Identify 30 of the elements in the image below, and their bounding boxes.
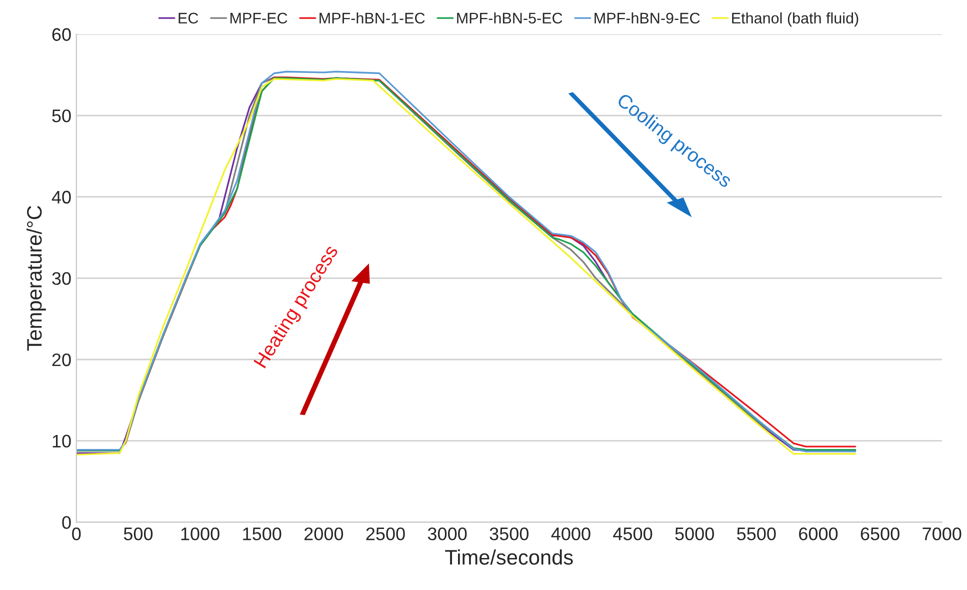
x-tick-label: 6500 (860, 527, 900, 540)
x-tick-label: 4000 (551, 527, 590, 540)
legend-label: MPF-hBN-9-EC (594, 12, 700, 24)
x-axis-title: Time/seconds (445, 549, 573, 565)
y-tick-label: 40 (52, 190, 71, 204)
y-tick-label: 50 (52, 109, 71, 122)
x-tick-label: 1000 (181, 527, 220, 540)
y-tick-label: 20 (52, 353, 71, 366)
x-tick-label: 1500 (243, 527, 282, 540)
x-tick-label: 6000 (799, 527, 838, 540)
x-tick-label: 2000 (304, 527, 344, 540)
legend-label: EC (178, 12, 198, 24)
y-tick-label: 30 (52, 272, 71, 285)
legend-label: MPF-hBN-1-EC (320, 12, 425, 24)
x-tick-label: 5500 (737, 527, 776, 540)
legend-label: MPF-EC (230, 12, 288, 24)
x-tick-label: 3500 (490, 527, 529, 540)
y-tick-label: 10 (52, 434, 71, 448)
x-tick-label: 7000 (922, 527, 962, 540)
y-axis-title: Temperature/°C (26, 206, 46, 351)
x-tick-label: 2500 (366, 527, 405, 540)
x-tick-label: 3000 (428, 527, 467, 540)
y-tick-label: 0 (62, 516, 71, 529)
legend-label: Ethanol (bath fluid) (732, 12, 858, 27)
y-tick-label: 60 (52, 28, 71, 41)
x-tick-label: 5000 (675, 527, 714, 540)
x-tick-label: 0 (72, 527, 81, 540)
x-tick-label: 500 (124, 527, 153, 540)
x-tick-label: 4500 (613, 527, 652, 540)
legend-label: MPF-hBN-5-EC (457, 12, 562, 24)
